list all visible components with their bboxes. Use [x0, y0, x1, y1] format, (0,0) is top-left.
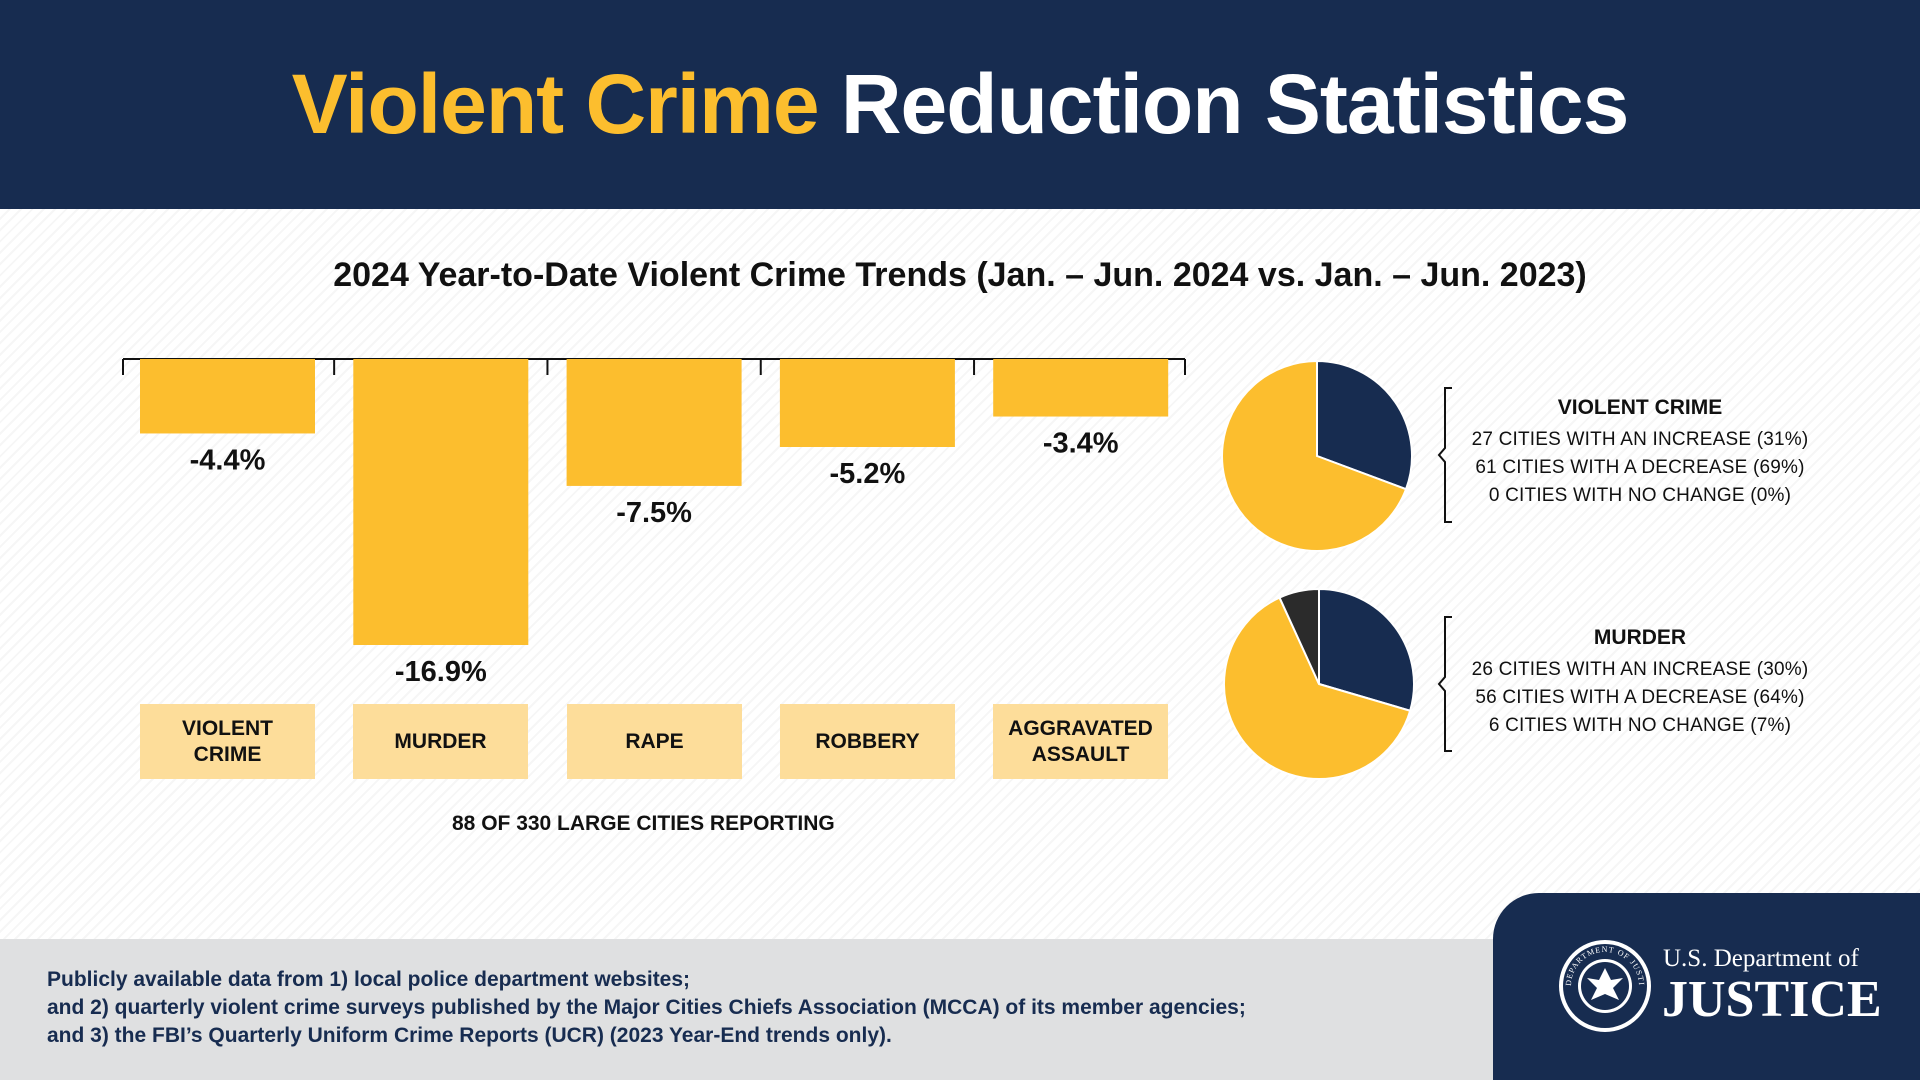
pie-violent-slice-decrease	[1221, 359, 1408, 552]
category-label-violent-crime: VIOLENT CRIME	[140, 704, 315, 779]
pie-brace-murder	[1437, 616, 1452, 752]
pie-murder-no-change: 6 CITIES WITH NO CHANGE (7%)	[1488, 715, 1792, 736]
pie-legend-violent-crime: VIOLENT CRIME 27 CITIES WITH AN INCREASE…	[1440, 396, 1840, 510]
bar-value-label-robbery: -5.2%	[830, 458, 906, 490]
bar-value-label-rape: -7.5%	[616, 497, 692, 529]
pie-legend-murder: MURDER 26 CITIES WITH AN INCREASE (30%) …	[1440, 626, 1840, 740]
pie-violent-decrease: 61 CITIES WITH A DECREASE (69%)	[1475, 457, 1805, 478]
bar-murder	[353, 359, 529, 645]
bar-aggravated-assault	[993, 359, 1169, 417]
footer-line-1: Publicly available data from 1) local po…	[47, 968, 691, 991]
chart-title: 2024 Year-to-Date Violent Crime Trends (…	[333, 256, 1587, 294]
background-pattern	[0, 209, 1920, 939]
header-banner: Violent Crime Reduction Statistics	[0, 0, 1920, 209]
pie-chart-violent-crime	[1221, 359, 1413, 552]
footer-line-2: and 2) quarterly violent crime surveys p…	[47, 996, 1246, 1019]
bar-value-label-aggravated-assault: -3.4%	[1043, 428, 1119, 460]
footer-line-3: and 3) the FBI’s Quarterly Uniform Crime…	[47, 1024, 892, 1047]
category-label-murder: MURDER	[353, 704, 528, 779]
pie-title-murder: MURDER	[1593, 626, 1687, 649]
title-highlight: Violent Crime	[291, 57, 820, 151]
category-label-rape: RAPE	[567, 704, 742, 779]
pie-title-violent-crime: VIOLENT CRIME	[1557, 396, 1723, 419]
doj-logo-line1: U.S. Department of	[1663, 945, 1859, 972]
cities-reporting-note: 88 OF 330 LARGE CITIES REPORTING	[452, 812, 835, 835]
pie-violent-no-change: 0 CITIES WITH NO CHANGE (0%)	[1488, 485, 1792, 506]
category-label-aggravated-assault: AGGRAVATED ASSAULT	[993, 704, 1168, 779]
pie-chart-murder	[1223, 587, 1415, 780]
pie-murder-increase: 26 CITIES WITH AN INCREASE (30%)	[1471, 659, 1809, 680]
pie-murder-slice-increase	[1318, 587, 1415, 713]
doj-seal-icon: DEPARTMENT OF JUSTICE	[1557, 938, 1651, 1032]
pie-murder-decrease: 56 CITIES WITH A DECREASE (64%)	[1475, 687, 1805, 708]
pie-murder-slice-no-change	[1278, 587, 1320, 685]
pie-violent-increase: 27 CITIES WITH AN INCREASE (31%)	[1471, 429, 1809, 450]
category-label-robbery: ROBBERY	[780, 704, 955, 779]
bar-rape	[566, 359, 742, 486]
bar-value-label-violent-crime: -4.4%	[190, 444, 266, 476]
bar-value-label-murder: -16.9%	[395, 656, 487, 688]
bar-violent-crime	[140, 359, 315, 434]
pie-brace-violent-crime	[1437, 387, 1452, 523]
doj-logo-line2: JUSTICE	[1662, 971, 1882, 1028]
pie-violent-slice-increase	[1316, 359, 1413, 491]
pie-murder-slice-decrease	[1223, 596, 1412, 780]
page-title: Violent Crime Reduction Statistics	[291, 56, 1630, 153]
footer-sources: Publicly available data from 1) local po…	[47, 966, 1246, 1050]
bar-robbery	[779, 359, 955, 447]
title-rest: Reduction Statistics	[840, 57, 1629, 151]
